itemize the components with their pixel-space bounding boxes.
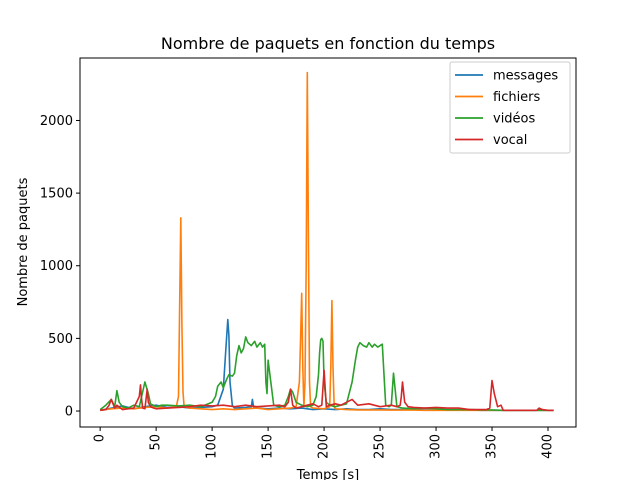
legend-box [449,61,571,154]
x-tick-label: 300 [429,434,444,459]
chart-title: Nombre de paquets en fonction du temps [161,34,495,53]
y-tick-label: 0 [65,405,73,420]
x-tick-label: 200 [317,434,332,459]
y-axis-label: Nombre de paquets [16,177,31,306]
plot-frame [79,57,577,428]
y-tick-label: 1500 [40,187,73,202]
x-tick-label: 0 [93,434,108,442]
legend-label-messages: messages [493,69,558,84]
legend-label-vidéos: vidéos [493,112,536,127]
y-axis: 0 500 1000 1500 2000 [40,114,80,420]
legend: messages fichiers vidéos vocal [449,61,571,154]
x-tick-label: 350 [485,434,500,459]
y-tick-label: 1000 [40,259,73,274]
x-tick-label: 100 [205,434,220,459]
series-layer [99,71,554,412]
legend-label-vocal: vocal [493,133,527,148]
x-tick-label: 50 [149,434,164,451]
y-tick-label: 2000 [40,114,73,129]
x-tick-label: 250 [373,434,388,459]
y-tick-label: 500 [48,332,73,347]
x-tick-label: 400 [541,434,556,459]
x-axis: 0 50 100 150 200 250 300 350 400 [93,427,556,459]
series-line-fichiers [100,71,554,412]
x-axis-label: Temps [s] [296,468,359,480]
x-tick-label: 150 [261,434,276,459]
series-line-vocal [100,369,554,412]
legend-label-fichiers: fichiers [493,90,541,105]
series-line-vidéos [99,336,554,412]
